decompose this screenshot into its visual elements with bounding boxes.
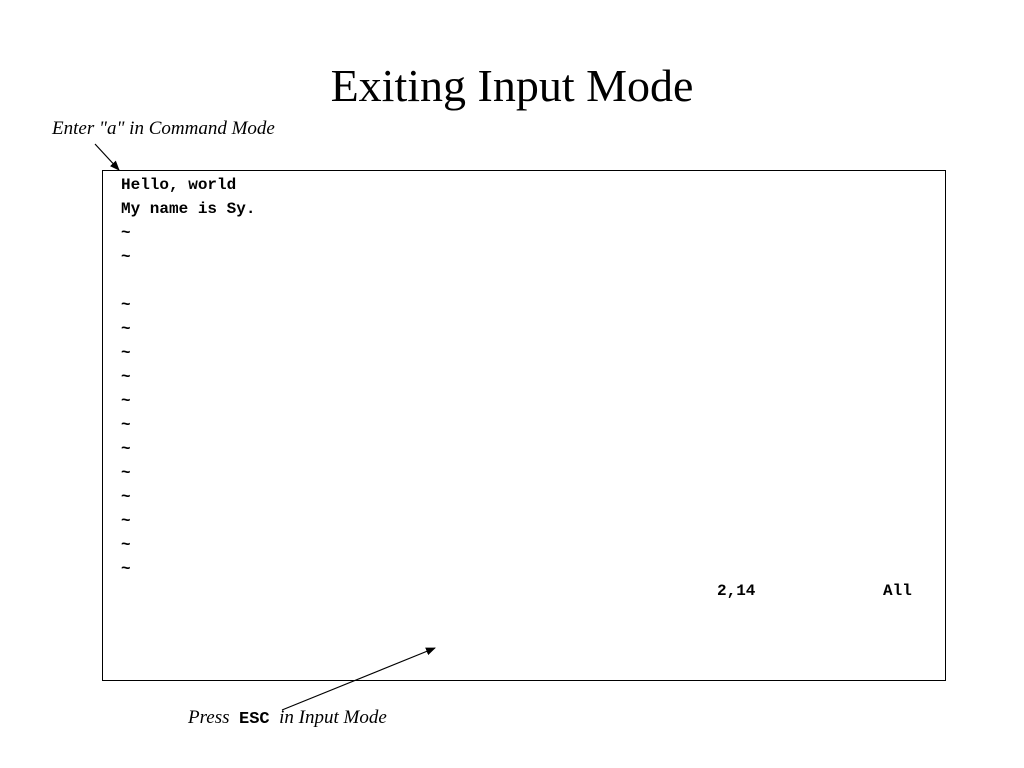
tilde-line: ~ [121,368,131,386]
input-mode-label: in Input Mode [279,707,387,728]
command-mode-annotation: Enter "a" in Command Mode [52,118,275,139]
top-arrow-icon [94,143,120,171]
tilde-line: ~ [121,440,131,458]
tilde-line: ~ [121,344,131,362]
tilde-line: ~ [121,560,131,578]
vi-editor-window[interactable]: Hello, world My name is Sy. ~ ~ ~ ~ ~ ~ … [102,170,946,681]
tilde-line: ~ [121,296,131,314]
tilde-line: ~ [121,488,131,506]
tilde-line: ~ [121,248,131,266]
slide-title: Exiting Input Mode [330,60,694,111]
tilde-line: ~ [121,512,131,530]
tilde-line: ~ [121,416,131,434]
tilde-line: ~ [121,464,131,482]
tilde-line: ~ [121,320,131,338]
view-status: All [883,582,912,600]
esc-annotation: Press ESC in Input Mode [188,707,387,731]
tilde-line: ~ [121,392,131,410]
tilde-line: ~ [121,224,131,242]
tilde-line: ~ [121,536,131,554]
press-label: Press [188,707,230,728]
editor-line[interactable]: Hello, world [121,176,237,194]
cursor-position-status: 2,14 [717,582,756,600]
esc-key-label: ESC [239,710,270,729]
editor-line[interactable]: My name is Sy. [121,200,256,218]
